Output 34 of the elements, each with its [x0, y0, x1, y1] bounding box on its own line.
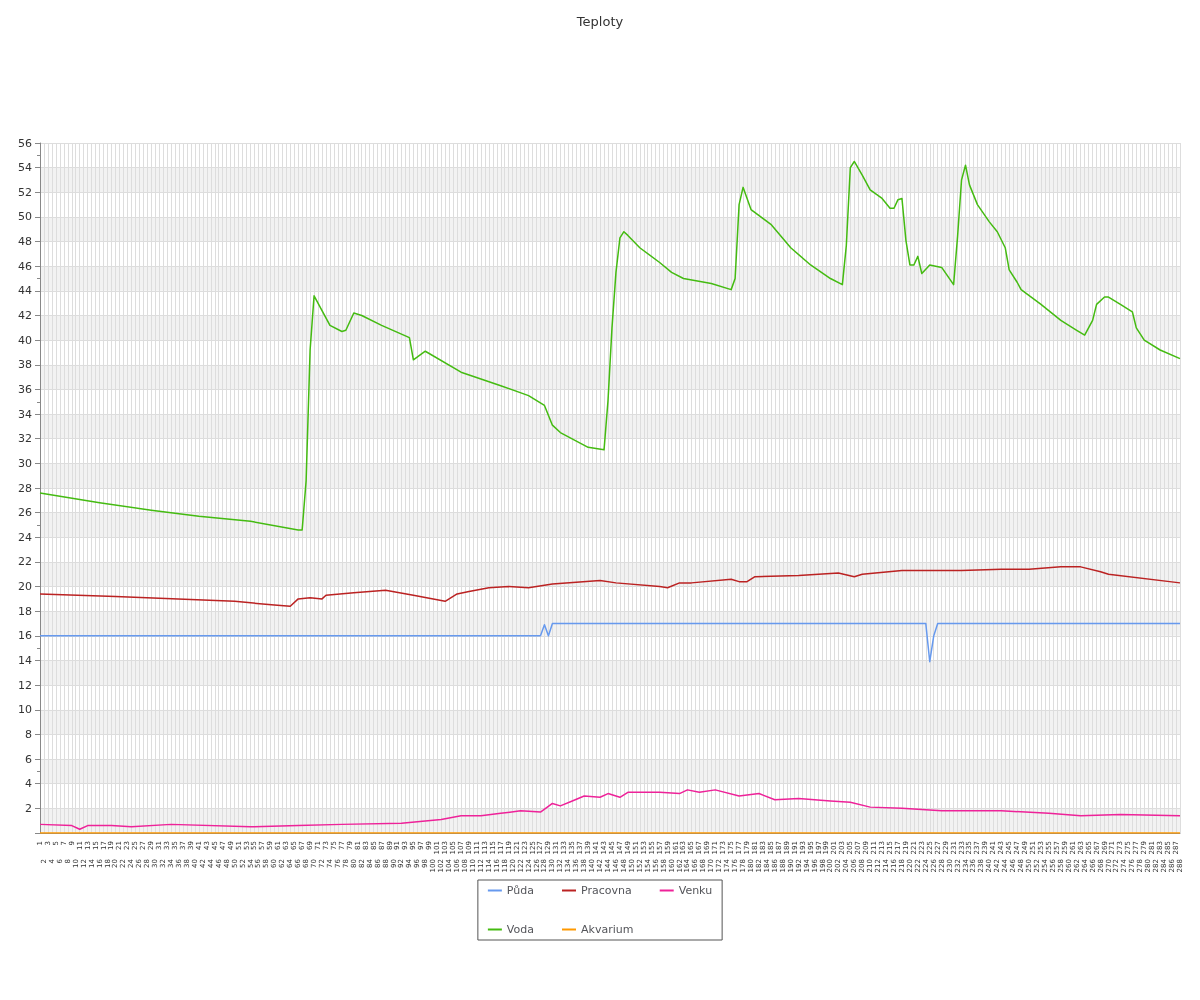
legend-label: Voda — [506, 923, 534, 936]
chart-title: Teploty — [575, 14, 624, 29]
y-tick-label: 36 — [18, 382, 32, 396]
y-tick-label: 16 — [18, 629, 32, 643]
y-tick-label: 42 — [18, 309, 32, 322]
y-tick-label: 46 — [18, 259, 32, 273]
y-tick-label: 14 — [18, 654, 32, 667]
y-tick-label: 40 — [18, 333, 32, 347]
y-tick-label: 12 — [18, 678, 32, 692]
legend-label: Venku — [678, 884, 713, 897]
y-tick-label: 48 — [18, 235, 32, 249]
y-tick-label: 32 — [18, 432, 32, 446]
y-tick-label: 20 — [18, 580, 32, 594]
y-tick-label: 4 — [25, 777, 32, 791]
y-tick-label: 52 — [18, 185, 32, 199]
y-tick-label: 56 — [18, 136, 32, 150]
y-tick-label: 24 — [18, 530, 32, 544]
legend-label: Akvarium — [581, 923, 634, 936]
y-tick-label: 2 — [25, 801, 32, 815]
legend-label: Půda — [506, 884, 535, 897]
y-tick-label: 44 — [18, 284, 32, 298]
y-tick-label: 10 — [18, 703, 32, 717]
y-tick-label: 54 — [18, 161, 32, 175]
y-tick-label: 18 — [18, 604, 32, 618]
y-tick-label: 22 — [18, 555, 32, 569]
y-tick-label: 28 — [18, 481, 32, 495]
legend-label: Pracovna — [581, 884, 632, 897]
y-tick-label: 38 — [18, 358, 32, 372]
y-tick-label: 34 — [18, 407, 32, 421]
y-tick-label: 50 — [18, 210, 32, 224]
y-tick-label: 8 — [25, 727, 32, 741]
y-tick-label: 30 — [18, 456, 32, 470]
y-tick-label: 26 — [18, 506, 32, 520]
y-tick-label: 6 — [25, 752, 32, 766]
